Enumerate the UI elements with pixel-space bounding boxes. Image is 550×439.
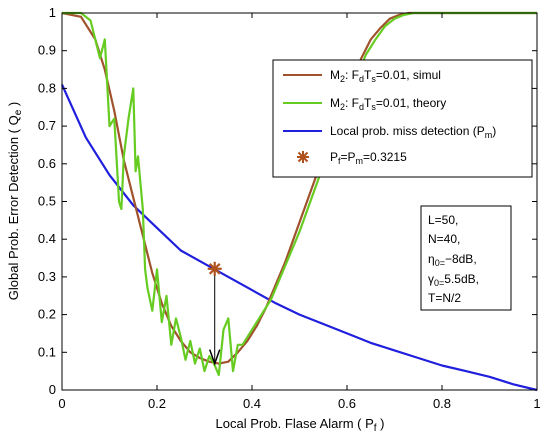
legend: M2: FdTs=0.01, simul M2: FdTs=0.01, theo… [272, 59, 533, 178]
annotation-line-t: T=N/2 [428, 291, 461, 305]
y-tick-label: 0.9 [38, 43, 56, 58]
x-axis-ticks: 0 0.2 0.4 0.6 0.8 1 [58, 13, 541, 411]
y-tick-label: 0.6 [38, 156, 56, 171]
arrow-head [209, 349, 221, 366]
y-tick-label: 0.1 [38, 344, 56, 359]
annotation-box [420, 205, 512, 311]
y-tick-label: 1 [49, 5, 56, 20]
marker-stroke [208, 263, 221, 275]
y-tick-label: 0.8 [38, 80, 56, 95]
x-tick-label: 0.8 [433, 396, 451, 411]
legend-marker-star [297, 151, 309, 163]
x-tick-label: 0 [58, 396, 65, 411]
marker-layer [207, 261, 222, 276]
y-axis-label: Global Prob. Error Detection ( Qe ) [6, 102, 24, 300]
annotation-line-l: L=50, [428, 213, 458, 227]
y-tick-label: 0.2 [38, 307, 56, 322]
x-axis-label: Local Prob. Flase Alarm ( Pf ) [216, 416, 385, 434]
legend-box [272, 59, 533, 178]
y-axis-ticks: 0 0.1 0.2 0.3 0.4 0.5 0.6 0.7 0.8 0.9 1 [38, 5, 537, 397]
annotation-line-n: N=40, [428, 232, 460, 246]
arrow-layer [209, 268, 221, 366]
series-line-pm [60, 84, 538, 392]
legend-label-marker: Pf=Pm=0.3215 [330, 150, 407, 166]
legend-label-pm: Local prob. miss detection (Pm) [330, 124, 496, 140]
y-tick-label: 0.7 [38, 118, 56, 133]
y-tick-label: 0 [49, 382, 56, 397]
x-tick-label: 0.4 [243, 396, 261, 411]
y-tick-label: 0.4 [38, 231, 56, 246]
x-tick-label: 0.2 [148, 396, 166, 411]
legend-label-simul: M2: FdTs=0.01, simul [330, 68, 441, 84]
legend-label-theory: M2: FdTs=0.01, theory [330, 96, 446, 112]
y-tick-label: 0.3 [38, 269, 56, 284]
y-tick-label: 0.5 [38, 194, 56, 209]
x-tick-label: 0.6 [338, 396, 356, 411]
intersection-marker [207, 261, 222, 276]
x-tick-label: 1 [533, 396, 540, 411]
parameter-annotation: L=50, N=40, η0=−8dB, γ0=5.5dB, T=N/2 [420, 205, 512, 311]
